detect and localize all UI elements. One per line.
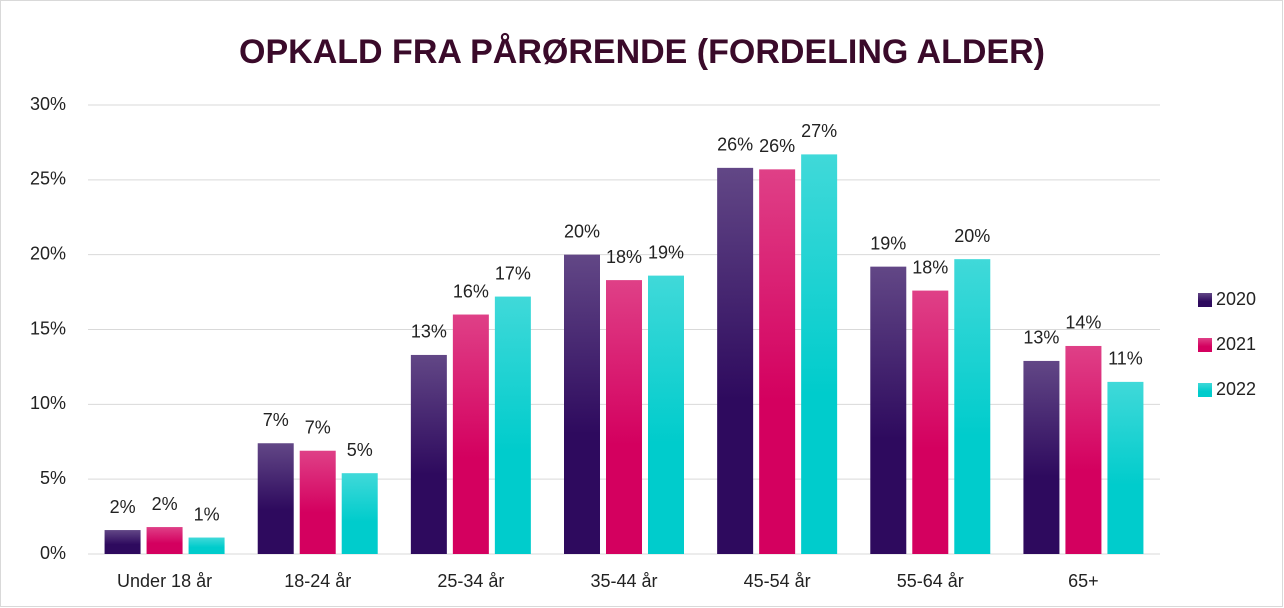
- data-label: 26%: [759, 136, 795, 156]
- bar: [1023, 360, 1060, 554]
- data-label: 18%: [912, 257, 948, 277]
- bar: [257, 443, 294, 554]
- data-label: 20%: [564, 221, 600, 241]
- y-tick-label: 25%: [30, 169, 66, 189]
- bar: [801, 154, 838, 554]
- x-tick-label: 18-24 år: [284, 571, 351, 591]
- legend-swatch: [1198, 338, 1212, 352]
- y-tick-label: 10%: [30, 393, 66, 413]
- bar: [104, 530, 141, 554]
- data-label: 11%: [1108, 349, 1143, 369]
- bar: [564, 254, 600, 554]
- bar: [299, 450, 336, 554]
- bar: [341, 473, 378, 554]
- data-label: 19%: [648, 242, 684, 262]
- data-label: 27%: [801, 121, 837, 141]
- chart-title: OPKALD FRA PÅRØRENDE (FORDELING ALDER): [239, 33, 1045, 71]
- legend-label: 2022: [1216, 379, 1256, 399]
- data-label: 26%: [717, 135, 753, 155]
- data-label: 17%: [495, 263, 531, 283]
- data-label: 14%: [1065, 313, 1101, 333]
- bar: [410, 354, 447, 554]
- x-tick-label: 35-44 år: [590, 571, 657, 591]
- x-tick-label: 65+: [1068, 571, 1099, 591]
- bar: [146, 527, 183, 554]
- bar: [494, 296, 531, 554]
- x-tick-label: Under 18 år: [117, 571, 212, 591]
- data-label: 1%: [194, 504, 220, 524]
- bar: [870, 266, 907, 554]
- data-label: 16%: [453, 281, 489, 301]
- data-label: 18%: [606, 247, 642, 267]
- bar: [912, 290, 949, 554]
- data-label: 20%: [954, 226, 990, 246]
- bar: [188, 537, 225, 554]
- legend-swatch: [1198, 383, 1212, 397]
- y-tick-label: 15%: [30, 318, 66, 338]
- bar: [452, 314, 489, 554]
- data-label: 2%: [152, 494, 178, 514]
- data-label: 7%: [263, 410, 289, 430]
- legend-label: 2021: [1216, 334, 1256, 354]
- bar: [717, 167, 754, 555]
- bar: [759, 169, 796, 554]
- x-tick-label: 55-64 år: [897, 571, 964, 591]
- data-label: 2%: [110, 497, 136, 517]
- bar: [1107, 381, 1144, 554]
- bar: [1065, 345, 1102, 554]
- data-label: 5%: [347, 440, 373, 460]
- legend-swatch: [1198, 293, 1212, 307]
- y-tick-label: 30%: [30, 94, 66, 114]
- bar: [648, 275, 684, 554]
- data-label: 13%: [411, 322, 447, 342]
- x-tick-label: 45-54 år: [744, 571, 811, 591]
- y-tick-label: 0%: [40, 543, 66, 563]
- bar: [954, 259, 991, 554]
- x-tick-label: 25-34 år: [437, 571, 504, 591]
- data-label: 7%: [305, 417, 331, 437]
- bar: [606, 280, 642, 554]
- data-label: 13%: [1023, 328, 1059, 348]
- data-label: 19%: [870, 233, 906, 253]
- y-tick-label: 5%: [40, 468, 66, 488]
- legend-label: 2020: [1216, 289, 1256, 309]
- y-tick-label: 20%: [30, 243, 66, 263]
